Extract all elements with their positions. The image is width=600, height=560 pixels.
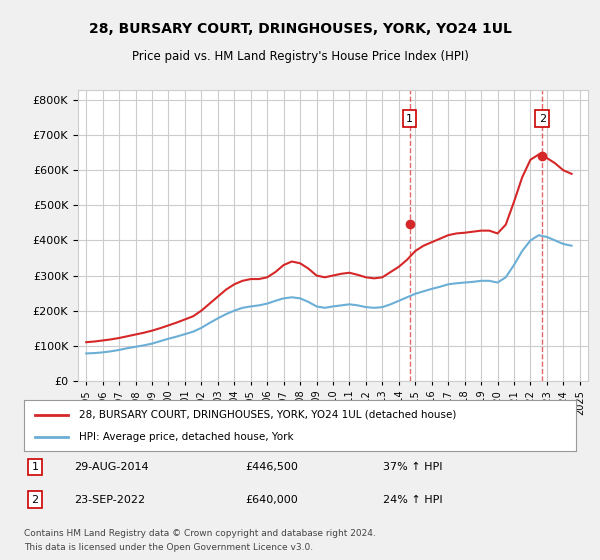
Text: Price paid vs. HM Land Registry's House Price Index (HPI): Price paid vs. HM Land Registry's House … bbox=[131, 50, 469, 63]
Text: 1: 1 bbox=[32, 462, 38, 472]
Text: 28, BURSARY COURT, DRINGHOUSES, YORK, YO24 1UL: 28, BURSARY COURT, DRINGHOUSES, YORK, YO… bbox=[89, 22, 511, 36]
Text: 23-SEP-2022: 23-SEP-2022 bbox=[74, 495, 145, 505]
Text: 29-AUG-2014: 29-AUG-2014 bbox=[74, 462, 148, 472]
Text: HPI: Average price, detached house, York: HPI: Average price, detached house, York bbox=[79, 432, 294, 442]
Text: £640,000: £640,000 bbox=[245, 495, 298, 505]
Text: £446,500: £446,500 bbox=[245, 462, 298, 472]
Text: 1: 1 bbox=[406, 114, 413, 124]
Text: 24% ↑ HPI: 24% ↑ HPI bbox=[383, 495, 442, 505]
Text: This data is licensed under the Open Government Licence v3.0.: This data is licensed under the Open Gov… bbox=[24, 543, 313, 552]
Text: 28, BURSARY COURT, DRINGHOUSES, YORK, YO24 1UL (detached house): 28, BURSARY COURT, DRINGHOUSES, YORK, YO… bbox=[79, 409, 457, 419]
Text: 2: 2 bbox=[539, 114, 546, 124]
Text: 37% ↑ HPI: 37% ↑ HPI bbox=[383, 462, 442, 472]
Text: Contains HM Land Registry data © Crown copyright and database right 2024.: Contains HM Land Registry data © Crown c… bbox=[24, 529, 376, 538]
Text: 2: 2 bbox=[31, 495, 38, 505]
